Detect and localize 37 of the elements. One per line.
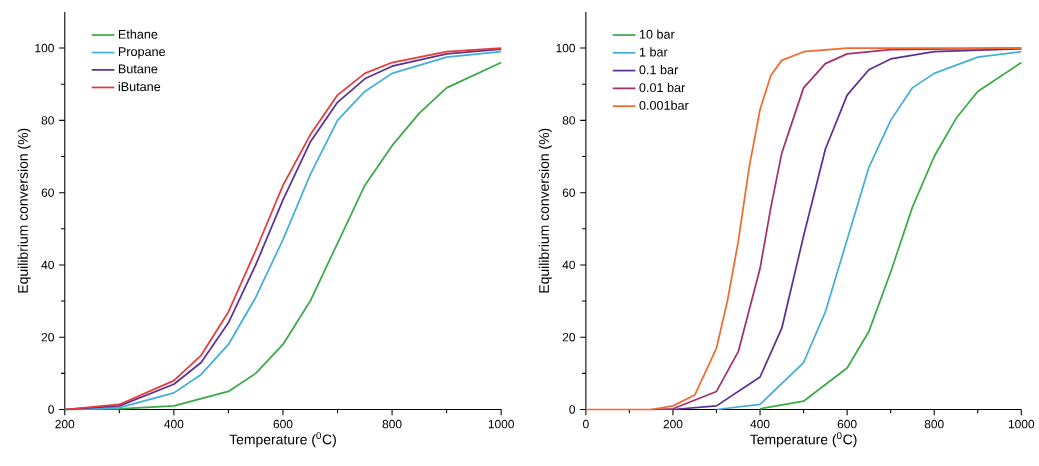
line-series [759,61,1023,410]
legend-label: 0.1 bar [639,64,679,75]
y-tick-label: 60 [562,188,576,197]
y-tick-label: 60 [41,188,54,197]
y-tick-label: 40 [562,260,576,270]
x-tick-label: 400 [164,419,184,429]
legend-label: iButane [118,81,161,91]
x-tick-label: 400 [750,419,770,429]
x-tick-label: 1000 [488,419,514,429]
x-tick-label: 800 [924,419,944,429]
x-tick-label: 0 [583,419,589,429]
y-axis-title: Equilibrium conversion (%) [17,128,31,293]
legend-label: 1 bar [639,47,668,57]
x-tick-label: 600 [837,419,857,429]
x-tick-label: 1000 [1008,419,1035,429]
x-tick-label: 600 [273,419,293,429]
y-tick-label: 80 [562,116,576,125]
legend-label: Propane [118,47,166,59]
y-tick-label: 100 [35,43,54,53]
x-axis-title: Temperature ($^{0}$C) [750,432,857,447]
x-tick-label: 800 [382,419,402,429]
y-axis-title: Equilibrium conversion (%) [538,128,552,293]
y-tick-label: 40 [41,260,54,270]
y-tick-label: 0 [569,405,576,414]
y-tick-label: 20 [562,332,576,342]
legend-label: 0.01 bar [639,82,686,92]
y-tick-label: 100 [556,43,576,53]
y-tick-label: 80 [41,116,54,125]
legend-label: 10 bar [639,29,675,39]
x-axis-title: Temperature ($^{0}$C) [229,432,336,447]
y-tick-label: 0 [48,405,54,414]
legend-label: 0.001bar [639,100,689,110]
x-tick-label: 200 [663,419,683,429]
legend-label: Ethane [118,29,158,39]
legend-label: Butane [118,64,158,74]
x-tick-label: 200 [55,419,75,429]
y-tick-label: 20 [41,332,54,342]
